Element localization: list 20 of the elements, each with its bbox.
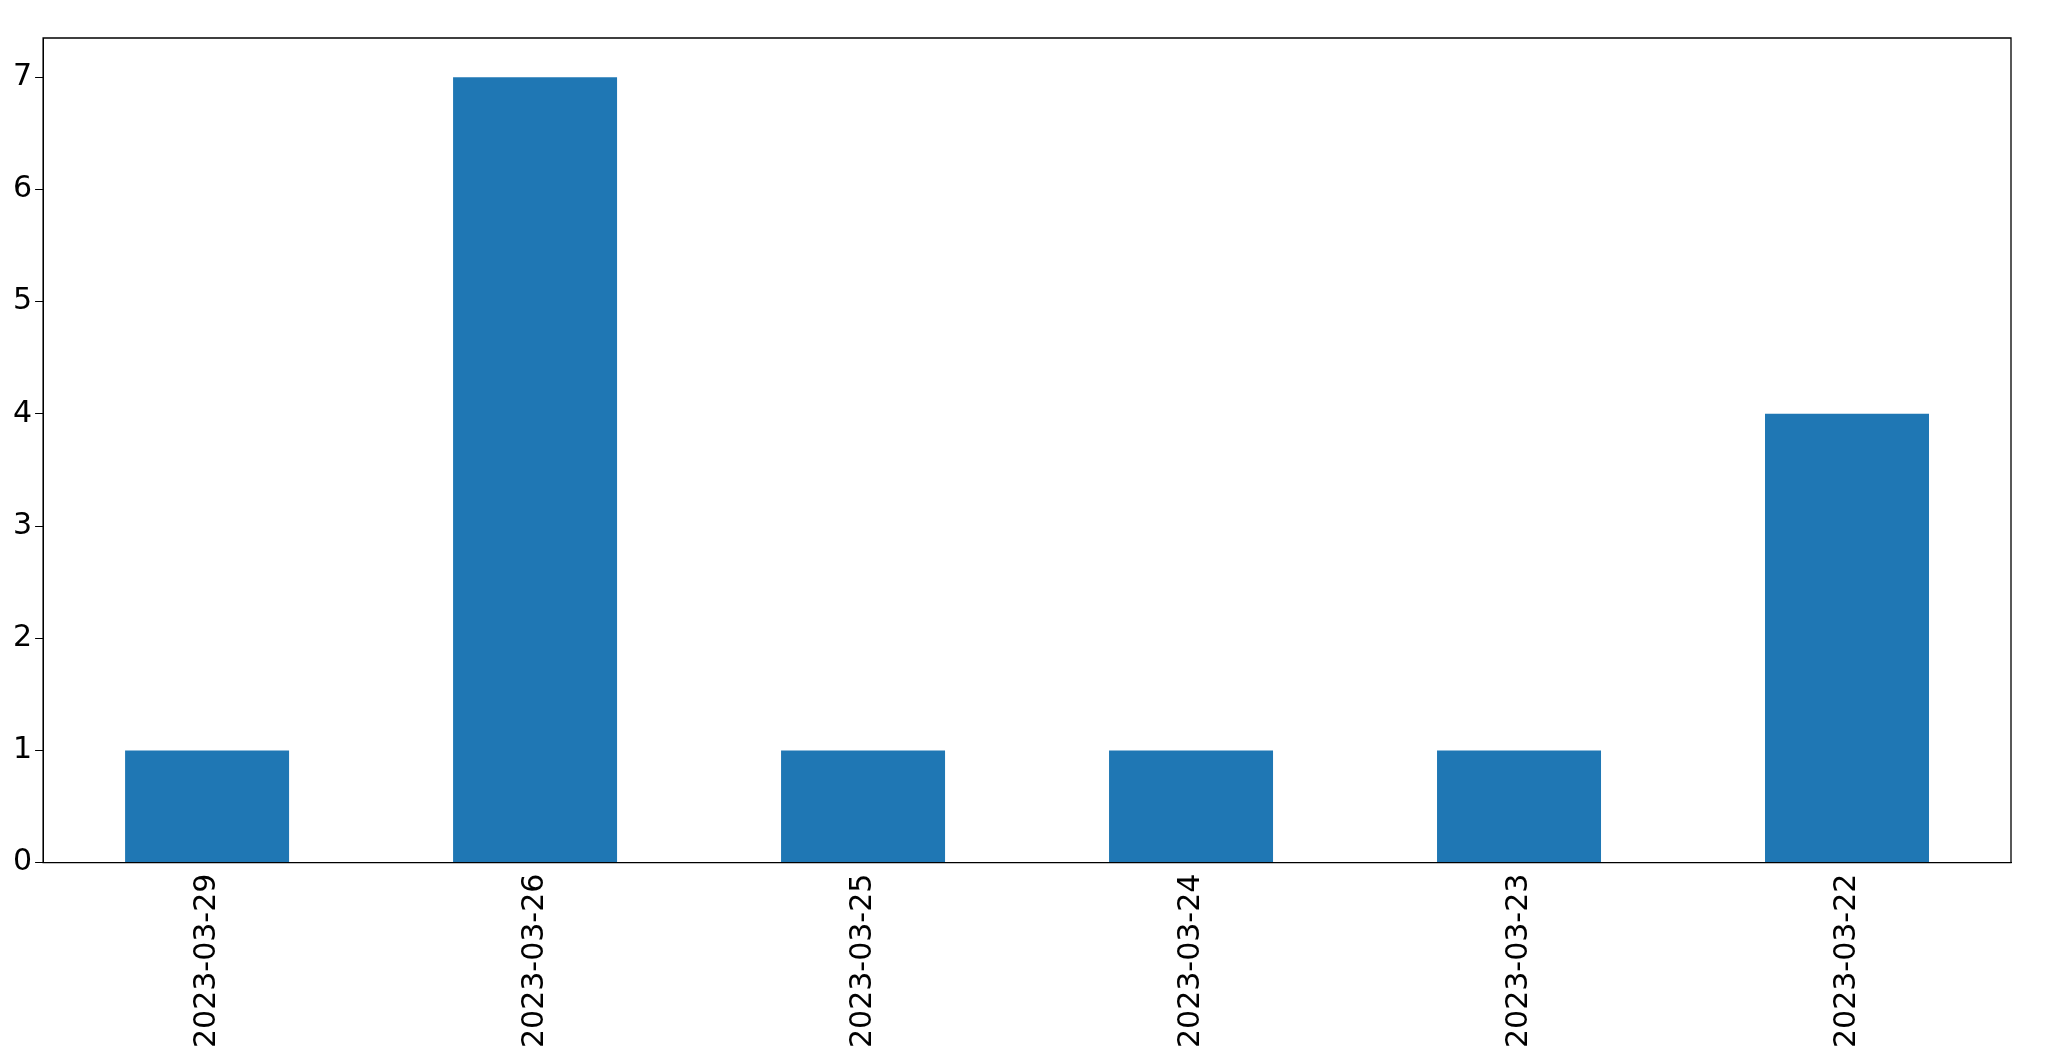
y-tick-label: 1	[12, 730, 33, 766]
x-tick-label: 2023-03-29	[186, 873, 222, 1049]
bar	[1437, 750, 1602, 863]
y-tick-label: 0	[12, 842, 33, 878]
bar	[1109, 750, 1274, 863]
bar	[781, 750, 946, 863]
y-tick-label: 2	[12, 618, 33, 654]
y-tick-label: 5	[12, 281, 33, 317]
x-tick-label: 2023-03-24	[1170, 873, 1206, 1049]
y-tick-label: 7	[12, 57, 33, 93]
x-tick-label: 2023-03-22	[1826, 873, 1862, 1049]
bar	[125, 750, 290, 863]
y-tick-label: 3	[12, 505, 33, 541]
bar	[453, 77, 618, 863]
y-tick-label: 4	[12, 393, 33, 429]
x-tick-label: 2023-03-26	[514, 873, 550, 1049]
x-tick-label: 2023-03-25	[842, 873, 878, 1049]
y-tick-label: 6	[12, 169, 33, 205]
bar	[1765, 413, 1929, 863]
x-tick-label: 2023-03-23	[1498, 873, 1534, 1049]
